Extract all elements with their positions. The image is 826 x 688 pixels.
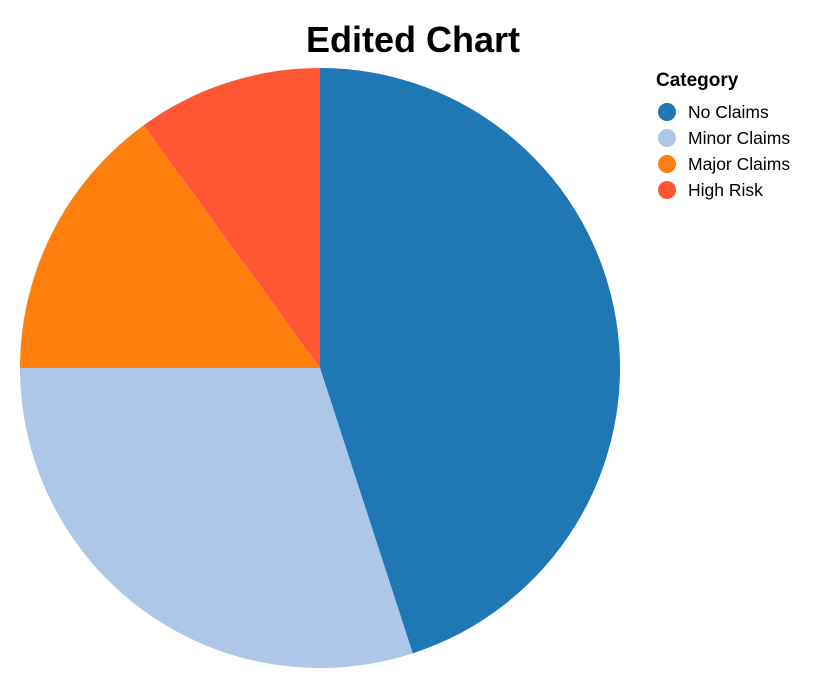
legend-swatch-major-claims xyxy=(658,155,676,173)
pie-slice-minor-claims xyxy=(20,368,413,669)
legend-label-high-risk: High Risk xyxy=(688,180,763,200)
legend-items: No Claims Minor Claims Major Claims High Ri… xyxy=(658,102,790,200)
legend-swatch-minor-claims xyxy=(658,129,676,147)
chart-title: Edited Chart xyxy=(306,19,520,60)
legend-swatch-high-risk xyxy=(658,181,676,199)
legend-label-major-claims: Major Claims xyxy=(688,154,790,174)
legend-label-minor-claims: Minor Claims xyxy=(688,128,790,148)
pie-slice-no-claims xyxy=(320,68,621,654)
pie-slice-high-risk xyxy=(143,68,320,368)
legend-title: Category xyxy=(656,70,739,91)
legend-label-no-claims: No Claims xyxy=(688,102,769,122)
legend: Category No Claims Minor Claims Major Clai… xyxy=(656,70,790,200)
pie-slices xyxy=(19,68,621,669)
pie-slice-major-claims xyxy=(19,125,320,368)
legend-swatch-no-claims xyxy=(658,103,676,121)
